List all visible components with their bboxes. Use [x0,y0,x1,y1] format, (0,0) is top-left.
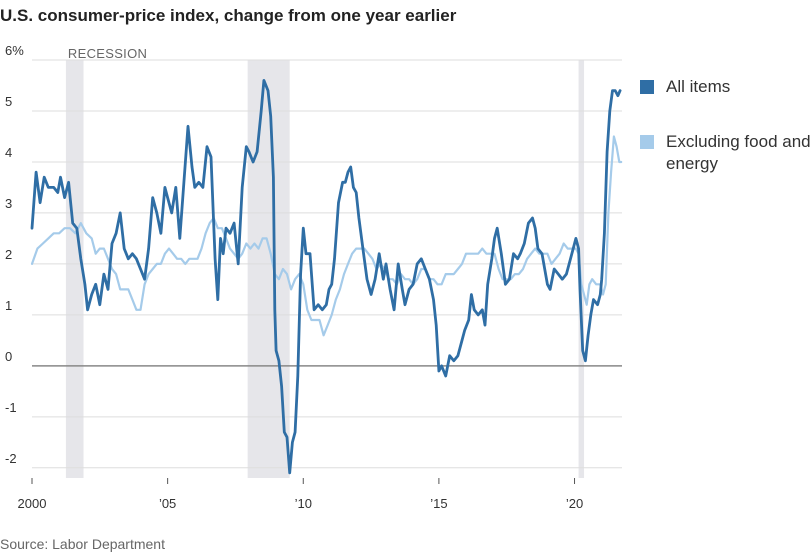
x-tick-label: ’20 [566,496,583,511]
recession-band-0 [65,60,84,478]
y-tick-label: -1 [5,400,17,415]
y-tick-label: 2 [5,247,12,262]
legend-swatch-all-items [640,80,654,94]
recession-label: RECESSION [68,46,147,61]
x-tick-label: 2000 [18,496,47,511]
x-tick-label: ’10 [295,496,312,511]
x-tick-label: ’15 [430,496,447,511]
legend-label-all-items: All items [666,77,731,96]
y-tick-label: 0 [5,349,12,364]
recession-bands [65,60,585,478]
x-axis-ticks: 2000 ’05 ’10 ’15 ’20 [18,478,583,511]
legend-label-core: Excluding food and energy [666,132,810,173]
chart-title: U.S. consumer-price index, change from o… [0,6,457,25]
y-tick-label: -2 [5,451,17,466]
y-tick-label: 4 [5,145,12,160]
series-lines [30,79,623,475]
series-line-all-items [30,79,622,475]
y-tick-label: 6% [5,43,24,58]
y-axis-ticks: 6% 5 4 3 2 1 0 -1 -2 [5,43,24,466]
y-tick-label: 1 [5,298,12,313]
x-tick-label: ’05 [159,496,176,511]
source-note: Source: Labor Department [0,536,165,552]
recession-band-2 [578,60,585,478]
y-tick-label: 3 [5,196,12,211]
legend-swatch-core [640,135,654,149]
y-tick-label: 5 [5,94,12,109]
gridlines [32,59,622,469]
